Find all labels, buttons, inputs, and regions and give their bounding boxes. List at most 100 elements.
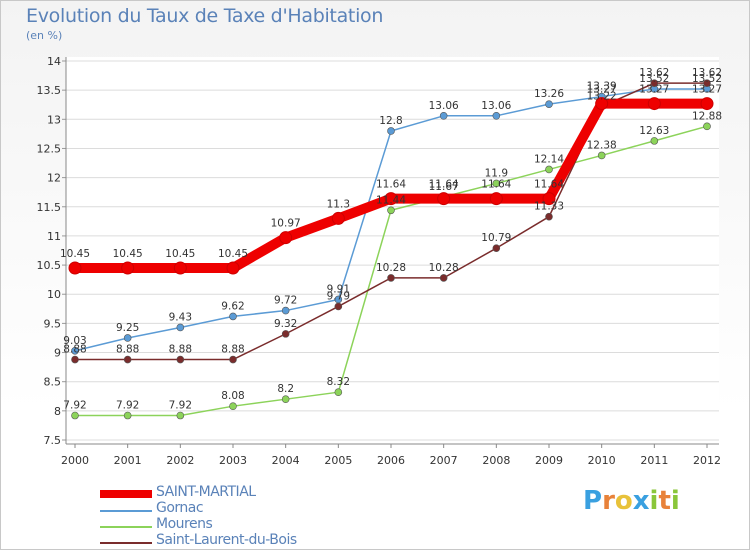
legend-item: Gornac [100,500,330,518]
data-label: 13.39 [587,81,617,93]
data-label: 10.79 [481,232,511,244]
data-label: 9.32 [274,318,297,330]
y-tick-label: 7.5 [44,434,62,447]
data-point [492,179,501,188]
data-point [281,395,290,403]
proxiti-logo: Proxiti [583,486,680,516]
legend-label: SAINT-MARTIAL [156,484,256,500]
data-point [226,261,240,275]
x-tick-label: 2006 [377,454,405,467]
data-label: 11.64 [534,179,564,191]
data-point [647,97,661,111]
data-label: 13.27 [639,84,669,96]
data-label: 9.79 [327,290,350,302]
y-tick-label: 10 [47,288,61,301]
y-tick-label: 10.5 [37,259,62,272]
data-point [334,302,343,311]
y-tick-label: 12.5 [37,142,62,155]
data-label: 11.9 [485,167,508,179]
data-point [387,206,395,215]
data-point [545,100,553,108]
data-point [334,388,343,396]
data-label: 12.38 [587,139,617,151]
data-point [279,231,293,245]
x-tick-label: 2008 [482,454,510,467]
data-label: 13.27 [692,84,722,96]
data-label: 13.62 [692,67,722,79]
data-point [123,411,132,420]
data-point [123,355,132,364]
data-label: 10.28 [429,262,459,274]
x-tick-label: 2009 [535,454,563,467]
data-label: 8.88 [116,344,139,356]
data-label: 13.26 [534,88,564,100]
data-point [331,211,345,225]
plot-area [66,57,719,440]
data-point [173,261,187,275]
data-point [229,312,237,321]
logo-letter: x [632,486,650,516]
data-point [387,274,395,282]
data-point [650,79,659,87]
data-label: 9.91 [327,283,350,295]
data-point [542,192,556,206]
data-label: 13.06 [429,100,459,112]
data-label: 8.08 [221,390,244,402]
data-point [71,411,79,420]
legend-label: Gornac [156,500,204,516]
logo-letter: t [658,486,671,516]
data-label: 8.2 [277,383,294,395]
y-tick-label: 14 [47,55,61,68]
data-label: 12.63 [639,125,669,137]
legend-swatch [100,542,152,544]
x-tick-label: 2005 [324,454,352,467]
y-tick-label: 13.5 [37,84,62,97]
data-point [384,192,398,206]
data-label: 12.14 [534,153,564,165]
data-label: 11.44 [376,194,406,206]
data-label: 13.06 [481,100,511,112]
data-point [545,212,553,221]
data-point [121,261,135,275]
data-label: 13.52 [639,73,669,85]
data-label: 13.22 [587,90,617,102]
legend-item: Mourens [100,516,330,534]
logo-letter: r [602,486,615,516]
data-label: 13.27 [587,84,617,96]
x-tick-label: 2001 [114,454,142,467]
data-point [545,165,553,174]
data-point [492,244,501,252]
y-tick-label: 8 [54,405,61,418]
x-tick-label: 2007 [430,454,458,467]
data-point [492,112,501,120]
x-tick-label: 2012 [693,454,721,467]
data-point [281,306,290,315]
data-label: 10.45 [113,248,143,260]
data-point [597,151,606,160]
data-point [71,355,79,364]
data-label: 11.67 [429,181,459,193]
x-tick-label: 2002 [166,454,194,467]
data-label: 10.28 [376,262,406,274]
data-label: 9.25 [116,322,139,334]
logo-letter: o [614,486,633,516]
data-label: 8.88 [221,344,244,356]
data-label: 10.97 [271,218,301,230]
y-tick-label: 9 [54,347,61,360]
data-point [229,355,237,364]
data-point [176,355,185,364]
data-point [489,192,503,206]
legend-item: Saint-Laurent-du-Bois [100,532,330,550]
data-point [439,112,448,120]
y-tick-label: 13 [47,113,61,126]
data-label: 9.62 [221,300,244,312]
data-label: 7.92 [116,400,139,412]
data-label: 13.52 [692,73,722,85]
data-point [229,402,237,410]
data-label: 11.3 [327,198,350,210]
legend-swatch [100,526,152,528]
logo-letter: P [583,486,603,516]
data-label: 7.92 [169,400,192,412]
data-point [387,127,395,135]
data-label: 13.62 [639,67,669,79]
